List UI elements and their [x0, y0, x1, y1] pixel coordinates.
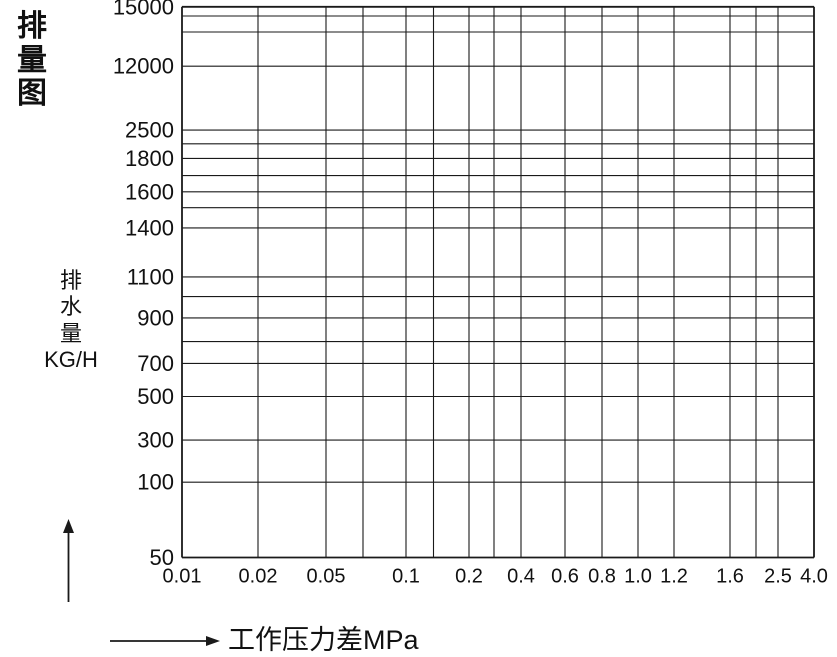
svg-text:700: 700	[137, 351, 174, 376]
svg-text:15000: 15000	[113, 0, 174, 19]
svg-text:1400: 1400	[125, 215, 174, 240]
svg-text:0.05: 0.05	[307, 566, 346, 588]
svg-text:1.6: 1.6	[716, 566, 744, 588]
svg-text:900: 900	[137, 305, 174, 330]
svg-text:0.02: 0.02	[239, 566, 278, 588]
svg-text:0.6: 0.6	[551, 566, 579, 588]
svg-text:0.1: 0.1	[392, 566, 420, 588]
svg-text:0.01: 0.01	[163, 566, 202, 588]
svg-text:工作压力差MPa: 工作压力差MPa	[228, 625, 419, 655]
svg-text:100: 100	[137, 470, 174, 495]
svg-text:1.2: 1.2	[660, 566, 688, 588]
svg-text:12000: 12000	[113, 54, 174, 79]
svg-text:2.5: 2.5	[764, 566, 792, 588]
svg-text:0.8: 0.8	[588, 566, 616, 588]
svg-text:1100: 1100	[127, 264, 174, 289]
svg-text:1.0: 1.0	[624, 566, 652, 588]
svg-text:4.0: 4.0	[800, 566, 828, 588]
svg-text:2500: 2500	[125, 118, 174, 143]
svg-text:1800: 1800	[125, 146, 174, 171]
svg-text:1600: 1600	[125, 179, 174, 204]
svg-text:0.2: 0.2	[455, 566, 483, 588]
svg-text:300: 300	[137, 428, 174, 453]
svg-text:500: 500	[137, 384, 174, 409]
svg-text:0.4: 0.4	[507, 566, 535, 588]
